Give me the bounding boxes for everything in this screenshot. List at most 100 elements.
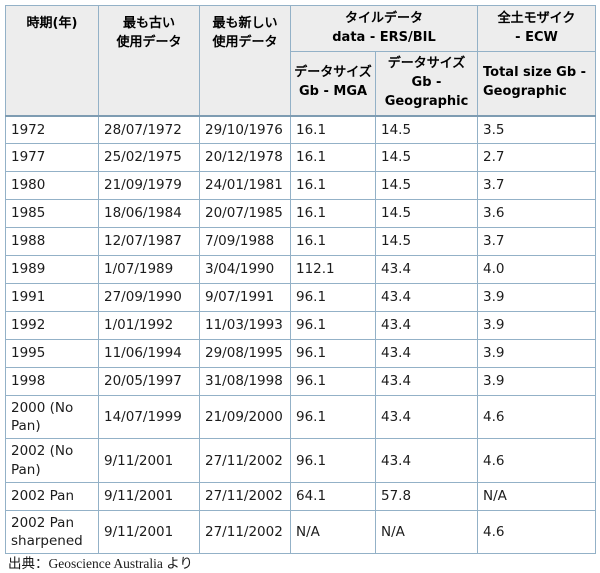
cell-oldest: 9/11/2001	[98, 509, 200, 555]
table-row: 1989 1/07/1989 3/04/1990 112.1 43.4 4.0	[5, 255, 597, 285]
table-row: 1995 11/06/1994 29/08/1995 96.1 43.4 3.9	[5, 339, 597, 369]
cell-oldest: 27/09/1990	[98, 283, 200, 313]
cell-size-geographic: 43.4	[374, 438, 479, 483]
cell-period: 1988	[5, 227, 99, 257]
cell-total-size: 3.9	[477, 283, 597, 313]
cell-size-mga: 16.1	[290, 227, 376, 257]
table-row: 1988 12/07/1987 7/09/1988 16.1 14.5 3.7	[5, 227, 597, 257]
cell-newest: 9/07/1991	[199, 283, 291, 313]
cell-period: 1989	[5, 255, 99, 285]
cell-oldest: 28/07/1972	[98, 115, 200, 145]
cell-oldest: 18/06/1984	[98, 199, 200, 229]
cell-newest: 27/11/2002	[199, 509, 291, 555]
cell-newest: 29/10/1976	[199, 115, 291, 145]
cell-total-size: 4.6	[477, 509, 597, 555]
cell-oldest: 11/06/1994	[98, 339, 200, 369]
cell-size-mga: N/A	[290, 509, 376, 555]
cell-size-mga: 16.1	[290, 143, 376, 173]
table-row: 1998 20/05/1997 31/08/1998 96.1 43.4 3.9	[5, 367, 597, 397]
header-newest-data: 最も新しい 使用データ	[199, 4, 291, 117]
cell-total-size: 4.6	[477, 395, 597, 440]
header-row-subcolumns: データサイズ Gb - MGA データサイズ Gb - Geographic T…	[6, 50, 597, 117]
header-period: 時期(年)	[5, 4, 99, 117]
header-group-tile-data: タイルデータ data - ERS/BIL	[289, 5, 479, 52]
cell-period: 2002 Pan sharpened	[5, 509, 99, 555]
cell-size-geographic: 43.4	[374, 311, 479, 341]
cell-oldest: 25/02/1975	[98, 143, 200, 173]
table-row: 1977 25/02/1975 20/12/1978 16.1 14.5 2.7	[5, 143, 597, 173]
cell-oldest: 9/11/2001	[98, 438, 200, 483]
cell-newest: 11/03/1993	[199, 311, 291, 341]
cell-oldest: 12/07/1987	[98, 227, 200, 257]
cell-size-mga: 96.1	[290, 339, 376, 369]
cell-newest: 20/12/1978	[199, 143, 291, 173]
table-row: 2002 Pan 9/11/2001 27/11/2002 64.1 57.8 …	[5, 481, 597, 511]
cell-size-mga: 16.1	[290, 115, 376, 145]
cell-size-geographic: 14.5	[374, 115, 479, 145]
cell-newest: 3/04/1990	[199, 255, 291, 285]
cell-size-mga: 96.1	[290, 311, 376, 341]
cell-total-size: 3.6	[477, 199, 597, 229]
cell-total-size: 3.7	[477, 227, 597, 257]
document-page: 時期(年) 最も古い 使用データ 最も新しい 使用データ タイルデータ data…	[5, 4, 597, 573]
cell-size-geographic: 43.4	[374, 283, 479, 313]
cell-size-mga: 16.1	[290, 199, 376, 229]
cell-size-mga: 96.1	[290, 438, 376, 483]
landsat-mosaic-table: 時期(年) 最も古い 使用データ 最も新しい 使用データ タイルデータ data…	[5, 4, 597, 555]
table-row: 2000 (No Pan) 14/07/1999 21/09/2000 96.1…	[5, 395, 597, 440]
table-body: 1972 28/07/1972 29/10/1976 16.1 14.5 3.5…	[5, 115, 597, 555]
cell-size-geographic: 57.8	[374, 481, 479, 511]
table-row: 1972 28/07/1972 29/10/1976 16.1 14.5 3.5	[5, 115, 597, 145]
cell-total-size: 4.0	[477, 255, 597, 285]
cell-newest: 27/11/2002	[199, 481, 291, 511]
cell-total-size: 3.5	[477, 115, 597, 145]
header-oldest-data: 最も古い 使用データ	[98, 4, 200, 117]
cell-size-geographic: 43.4	[374, 339, 479, 369]
header-group-mosaic: 全土モザイク - ECW	[477, 5, 597, 52]
cell-total-size: 3.9	[477, 311, 597, 341]
cell-size-geographic: 14.5	[374, 199, 479, 229]
cell-oldest: 1/07/1989	[98, 255, 200, 285]
cell-period: 1972	[5, 115, 99, 145]
cell-size-geographic: 43.4	[374, 367, 479, 397]
cell-period: 1991	[5, 283, 99, 313]
cell-size-mga: 96.1	[290, 367, 376, 397]
cell-period: 1995	[5, 339, 99, 369]
table-row: 1991 27/09/1990 9/07/1991 96.1 43.4 3.9	[5, 283, 597, 313]
cell-newest: 29/08/1995	[199, 339, 291, 369]
cell-period: 1998	[5, 367, 99, 397]
header-row-groups: 時期(年) 最も古い 使用データ 最も新しい 使用データ タイルデータ data…	[5, 4, 597, 117]
cell-size-geographic: 43.4	[374, 255, 479, 285]
header-total-size: Total size Gb - Geographic	[477, 50, 597, 117]
cell-oldest: 9/11/2001	[98, 481, 200, 511]
cell-oldest: 1/01/1992	[98, 311, 200, 341]
table-row: 1980 21/09/1979 24/01/1981 16.1 14.5 3.7	[5, 171, 597, 201]
cell-total-size: 3.9	[477, 367, 597, 397]
cell-oldest: 14/07/1999	[98, 395, 200, 440]
cell-total-size: 4.6	[477, 438, 597, 483]
cell-period: 1992	[5, 311, 99, 341]
cell-total-size: 3.9	[477, 339, 597, 369]
cell-size-geographic: 14.5	[374, 171, 479, 201]
cell-oldest: 21/09/1979	[98, 171, 200, 201]
cell-size-mga: 96.1	[290, 395, 376, 440]
cell-size-mga: 112.1	[290, 255, 376, 285]
header-size-geographic: データサイズ Gb - Geographic	[374, 50, 479, 117]
cell-size-mga: 64.1	[290, 481, 376, 511]
cell-newest: 24/01/1981	[199, 171, 291, 201]
cell-size-mga: 16.1	[290, 171, 376, 201]
cell-newest: 7/09/1988	[199, 227, 291, 257]
cell-newest: 31/08/1998	[199, 367, 291, 397]
cell-period: 2002 (No Pan)	[5, 438, 99, 483]
table-row: 1985 18/06/1984 20/07/1985 16.1 14.5 3.6	[5, 199, 597, 229]
header-size-mga: データサイズ Gb - MGA	[290, 50, 376, 117]
table-row: 2002 Pan sharpened 9/11/2001 27/11/2002 …	[5, 509, 597, 555]
cell-newest: 21/09/2000	[199, 395, 291, 440]
cell-newest: 27/11/2002	[199, 438, 291, 483]
table-row: 2002 (No Pan) 9/11/2001 27/11/2002 96.1 …	[5, 438, 597, 483]
source-note: 出典：Geoscience Australia より	[8, 556, 193, 572]
cell-oldest: 20/05/1997	[98, 367, 200, 397]
cell-period: 1985	[5, 199, 99, 229]
table-row: 1992 1/01/1992 11/03/1993 96.1 43.4 3.9	[5, 311, 597, 341]
cell-size-geographic: 14.5	[374, 143, 479, 173]
